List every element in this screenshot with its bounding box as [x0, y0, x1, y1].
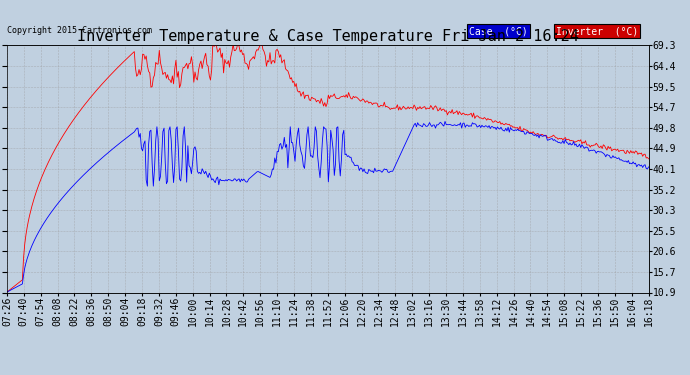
Text: Inverter  (°C): Inverter (°C) — [555, 26, 638, 36]
Text: Copyright 2015 Cartronics.com: Copyright 2015 Cartronics.com — [7, 26, 152, 35]
Text: Case  (°C): Case (°C) — [469, 26, 528, 36]
Title: Inverter Temperature & Case Temperature Fri Jan 2 16:24: Inverter Temperature & Case Temperature … — [77, 29, 579, 44]
